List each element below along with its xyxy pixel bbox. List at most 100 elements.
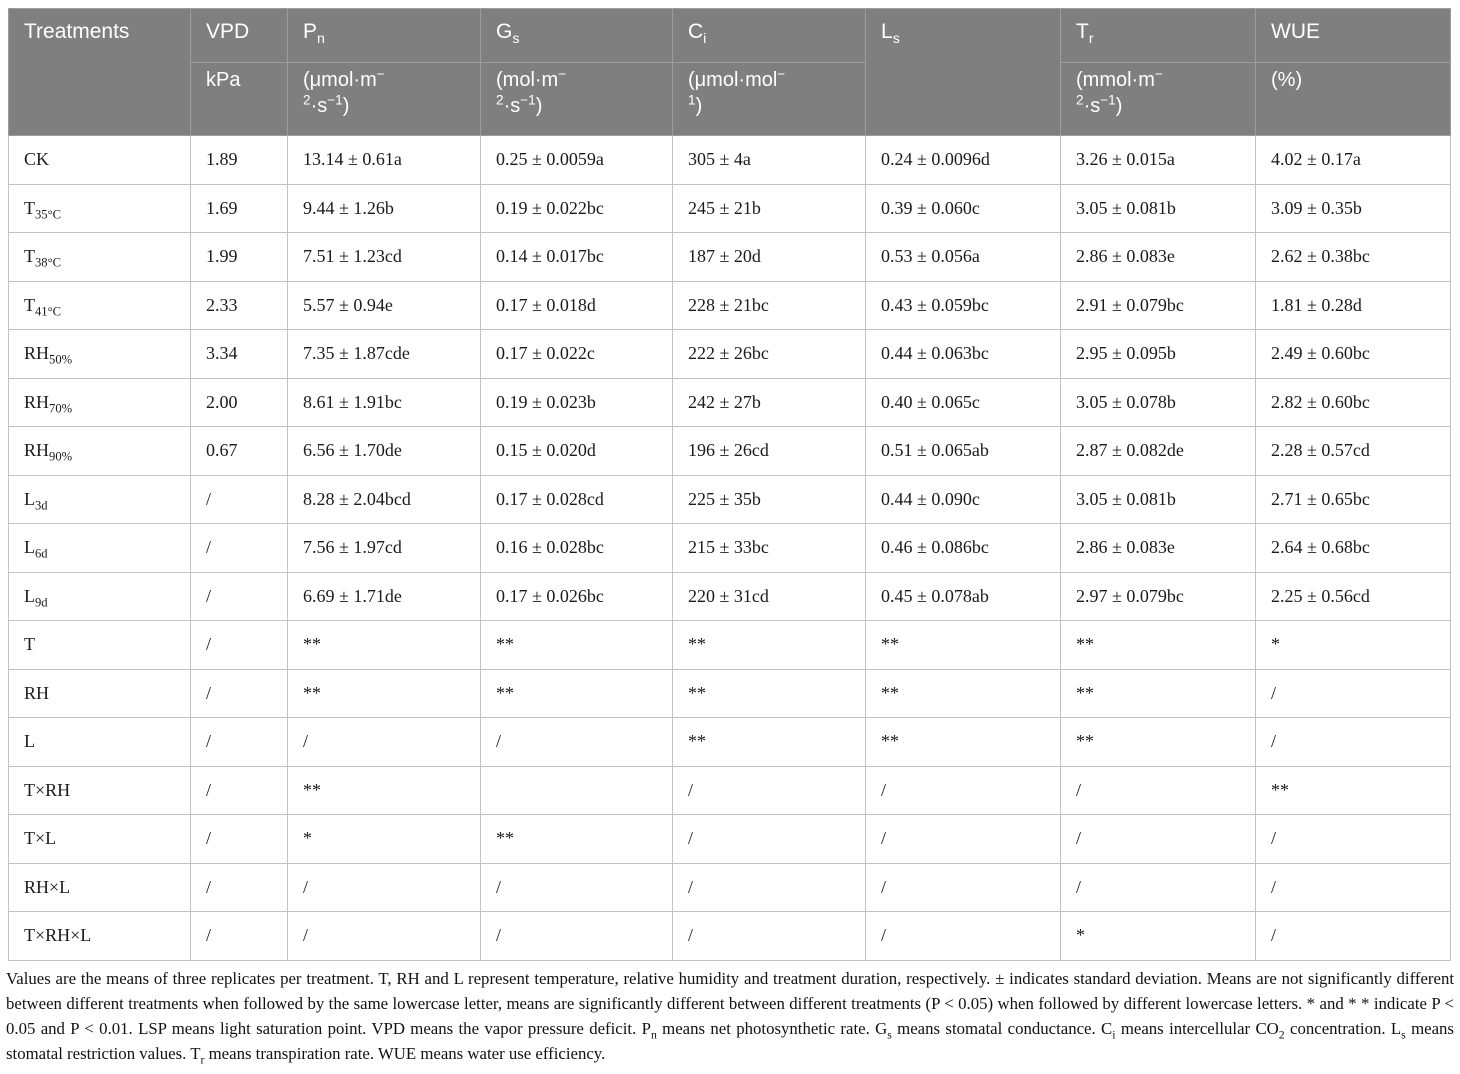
data-cell: / (190, 571, 288, 621)
data-cell: 1.81 ± 0.28d (1255, 280, 1451, 330)
data-cell: ** (287, 668, 481, 718)
data-cell: 2.82 ± 0.60bc (1255, 377, 1451, 427)
table-row: L9d/6.69 ± 1.71de 0.17 ± 0.026bc 220 ± 31c… (8, 571, 1451, 621)
data-cell: 220 ± 31cd (672, 571, 866, 621)
data-cell: ** (1060, 668, 1256, 718)
data-cell: 2.28 ± 0.57cd (1255, 426, 1451, 476)
table-row: RH×L / / / / / / / (8, 862, 1451, 912)
unit-cell-wue: (%) (1255, 62, 1451, 136)
unit-cell-vpd: kPa (190, 62, 288, 136)
data-cell: 2.00 (190, 377, 288, 427)
data-cell: 8.61 ± 1.91bc (287, 377, 481, 427)
data-cell: 2.87 ± 0.082de (1060, 426, 1256, 476)
data-cell: / (1255, 668, 1451, 718)
data-cell: 225 ± 35b (672, 474, 866, 524)
table-row: T35°C 1.69 9.44 ± 1.26b 0.19 ± 0.022bc 245 ±… (8, 183, 1451, 233)
data-cell: / (1255, 814, 1451, 864)
data-cell: / (672, 814, 866, 864)
data-cell: / (865, 814, 1061, 864)
data-cell: ** (672, 717, 866, 767)
table-row: L3d/8.28 ± 2.04bcd 0.17 ± 0.028cd 225 ± 35… (8, 474, 1451, 524)
data-cell: / (190, 814, 288, 864)
data-cell: 242 ± 27b (672, 377, 866, 427)
row-label: CK (8, 135, 191, 185)
data-cell: 0.46 ± 0.086bc (865, 523, 1061, 573)
row-label: RH×L (8, 862, 191, 912)
data-cell: 0.53 ± 0.056a (865, 232, 1061, 282)
data-cell: 1.69 (190, 183, 288, 233)
data-cell: 5.57 ± 0.94e (287, 280, 481, 330)
data-cell: / (865, 911, 1061, 961)
data-cell: 0.19 ± 0.023b (480, 377, 673, 427)
data-cell: 0.44 ± 0.063bc (865, 329, 1061, 379)
row-label: T (8, 620, 191, 670)
data-cell: ** (865, 717, 1061, 767)
row-label: T×RH×L (8, 911, 191, 961)
row-label: RH90% (8, 426, 191, 476)
row-label: T×L (8, 814, 191, 864)
unit-cell-tr: (mmol·m− 2·s−1) (1060, 62, 1256, 136)
header-cell-pn: Pn (287, 8, 481, 63)
data-cell: 0.17 ± 0.022c (480, 329, 673, 379)
header-cell-ls: Ls (865, 8, 1061, 136)
data-cell: / (287, 717, 481, 767)
data-cell: / (1060, 814, 1256, 864)
data-cell: 2.25 ± 0.56cd (1255, 571, 1451, 621)
table-body: CK 1.89 13.14 ± 0.61a 0.25 ± 0.0059a 305 ± 4… (8, 135, 1451, 961)
data-cell: 7.35 ± 1.87cde (287, 329, 481, 379)
header-cell-wue: WUE (1255, 8, 1451, 63)
data-cell: 9.44 ± 1.26b (287, 183, 481, 233)
row-label: RH50% (8, 329, 191, 379)
data-cell: 2.49 ± 0.60bc (1255, 329, 1451, 379)
unit-cell-pn: (μmol·m− 2·s−1) (287, 62, 481, 136)
table-footnote: Values are the means of three replicates… (6, 969, 1454, 1067)
data-cell: / (1060, 862, 1256, 912)
table-header: Treatments VPD Pn Gs Ci Ls Tr WUE kPa (μmol·m− 2·s… (8, 8, 1451, 136)
data-cell: ** (287, 620, 481, 670)
table-row: T38°C 1.99 7.51 ± 1.23cd 0.14 ± 0.017bc 187 … (8, 232, 1451, 282)
data-cell: / (480, 717, 673, 767)
row-label: L (8, 717, 191, 767)
data-cell: 0.67 (190, 426, 288, 476)
data-cell: ** (287, 765, 481, 815)
data-cell: / (190, 862, 288, 912)
data-cell: / (190, 717, 288, 767)
data-cell: 0.15 ± 0.020d (480, 426, 673, 476)
data-cell: / (480, 862, 673, 912)
row-label: T35°C (8, 183, 191, 233)
data-cell: 3.05 ± 0.081b (1060, 183, 1256, 233)
row-label: L9d (8, 571, 191, 621)
data-cell: 228 ± 21bc (672, 280, 866, 330)
data-cell: 2.95 ± 0.095b (1060, 329, 1256, 379)
data-cell: / (190, 765, 288, 815)
data-cell: / (1255, 717, 1451, 767)
data-cell: ** (1255, 765, 1451, 815)
data-cell: 0.19 ± 0.022bc (480, 183, 673, 233)
row-label: T×RH (8, 765, 191, 815)
table-row: T×RH×L / / / / / * / (8, 911, 1451, 961)
data-cell: ** (865, 620, 1061, 670)
data-cell: ** (480, 668, 673, 718)
table-row: RH70% 2.00 8.61 ± 1.91bc 0.19 ± 0.023b 242 ±… (8, 377, 1451, 427)
data-cell: / (190, 620, 288, 670)
data-cell: 305 ± 4a (672, 135, 866, 185)
data-cell: 2.33 (190, 280, 288, 330)
data-cell: / (672, 911, 866, 961)
data-cell: ** (1060, 717, 1256, 767)
row-label: T38°C (8, 232, 191, 282)
data-cell: 6.69 ± 1.71de (287, 571, 481, 621)
data-cell: ** (865, 668, 1061, 718)
data-cell: 13.14 ± 0.61a (287, 135, 481, 185)
data-cell: 8.28 ± 2.04bcd (287, 474, 481, 524)
data-cell: 187 ± 20d (672, 232, 866, 282)
table-row: T×L / * ** / / / / (8, 814, 1451, 864)
data-cell: 0.25 ± 0.0059a (480, 135, 673, 185)
data-cell: 0.17 ± 0.018d (480, 280, 673, 330)
data-cell: 0.43 ± 0.059bc (865, 280, 1061, 330)
data-cell: ** (1060, 620, 1256, 670)
data-cell: / (1255, 862, 1451, 912)
data-cell: * (1060, 911, 1256, 961)
data-cell: 0.40 ± 0.065c (865, 377, 1061, 427)
data-cell: 2.62 ± 0.38bc (1255, 232, 1451, 282)
header-cell-vpd: VPD (190, 8, 288, 63)
